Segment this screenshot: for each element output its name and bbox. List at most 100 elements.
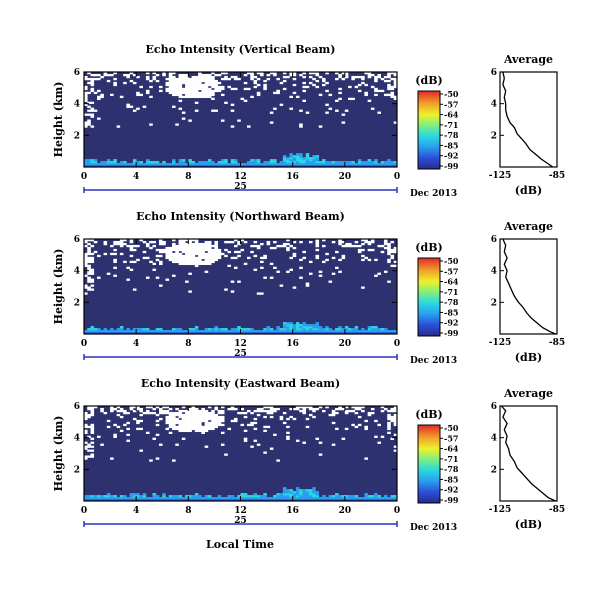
missing-cell bbox=[374, 419, 378, 423]
missing-cell bbox=[292, 407, 297, 411]
missing-cell bbox=[217, 89, 222, 93]
missing-cell bbox=[84, 125, 88, 128]
missing-cell bbox=[172, 89, 176, 93]
echo-cell bbox=[207, 328, 212, 331]
missing-cell bbox=[370, 407, 375, 411]
missing-cell bbox=[84, 239, 88, 242]
missing-cell bbox=[377, 441, 381, 444]
missing-cell bbox=[201, 248, 205, 252]
missing-cell bbox=[162, 242, 166, 246]
missing-cell bbox=[344, 406, 349, 409]
missing-cell bbox=[87, 443, 91, 446]
missing-cell bbox=[276, 244, 280, 248]
missing-cell bbox=[201, 260, 205, 264]
echo-cell bbox=[247, 165, 251, 168]
x-tick-label: 12 bbox=[234, 506, 247, 516]
echo-cell bbox=[331, 165, 336, 168]
missing-cell bbox=[132, 417, 137, 421]
missing-cell bbox=[263, 451, 267, 454]
missing-cell bbox=[302, 256, 307, 260]
echo-cell bbox=[263, 493, 267, 496]
echo-cell bbox=[191, 161, 196, 164]
missing-cell bbox=[175, 83, 179, 87]
echo-cell bbox=[328, 165, 333, 168]
missing-cell bbox=[168, 425, 173, 429]
echo-cell bbox=[338, 165, 342, 168]
echo-cell bbox=[243, 332, 248, 335]
missing-cell bbox=[312, 407, 316, 411]
missing-cell bbox=[175, 427, 179, 431]
missing-cell bbox=[113, 252, 117, 256]
missing-cell bbox=[390, 407, 395, 411]
missing-cell bbox=[116, 242, 121, 246]
echo-cell bbox=[230, 332, 235, 335]
echo-cell bbox=[302, 330, 307, 333]
echo-cell bbox=[198, 330, 202, 333]
echo-cell bbox=[387, 499, 391, 502]
echo-cell bbox=[145, 159, 150, 162]
missing-cell bbox=[211, 72, 215, 75]
missing-cell bbox=[100, 407, 104, 411]
echo-cell bbox=[250, 328, 254, 331]
echo-cell bbox=[119, 165, 124, 168]
missing-cell bbox=[188, 425, 192, 429]
missing-cell bbox=[364, 83, 368, 87]
missing-cell bbox=[393, 415, 398, 419]
missing-cell bbox=[113, 423, 117, 427]
echo-cell bbox=[93, 495, 98, 498]
missing-cell bbox=[116, 425, 121, 429]
missing-cell bbox=[269, 121, 274, 124]
missing-cell bbox=[256, 72, 261, 75]
missing-cell bbox=[211, 83, 215, 87]
missing-cell bbox=[269, 262, 274, 266]
missing-cell bbox=[390, 256, 395, 260]
missing-cell bbox=[185, 419, 189, 423]
missing-cell bbox=[194, 423, 199, 427]
echo-cell bbox=[331, 499, 336, 502]
missing-cell bbox=[198, 250, 202, 254]
colorbar-tick-label: -71 bbox=[444, 454, 458, 464]
missing-cell bbox=[90, 284, 95, 287]
y-axis: 642 bbox=[74, 235, 397, 308]
echo-cell bbox=[387, 165, 391, 168]
missing-cell bbox=[175, 443, 179, 446]
echo-cell bbox=[129, 499, 134, 502]
missing-cell bbox=[357, 89, 362, 93]
missing-cell bbox=[198, 73, 202, 77]
missing-cell bbox=[178, 95, 183, 99]
missing-cell bbox=[233, 244, 238, 248]
echo-cell bbox=[198, 497, 202, 500]
missing-cell bbox=[357, 250, 362, 254]
missing-cell bbox=[103, 73, 108, 77]
missing-cell bbox=[113, 407, 117, 411]
missing-cell bbox=[220, 443, 225, 446]
echo-cell bbox=[305, 495, 310, 498]
echo-cell bbox=[286, 491, 290, 494]
echo-cell bbox=[211, 161, 215, 164]
missing-cell bbox=[116, 409, 121, 413]
echo-cell bbox=[224, 328, 228, 331]
missing-cell bbox=[224, 288, 228, 291]
echo-cell bbox=[207, 161, 212, 164]
echo-cell bbox=[322, 332, 326, 335]
missing-cell bbox=[318, 93, 323, 97]
echo-cell bbox=[377, 163, 381, 166]
missing-cell bbox=[126, 433, 130, 436]
missing-cell bbox=[123, 242, 127, 246]
missing-cell bbox=[214, 73, 218, 77]
missing-cell bbox=[191, 91, 196, 95]
echo-cell bbox=[377, 330, 381, 333]
echo-cell bbox=[162, 497, 166, 500]
missing-cell bbox=[393, 413, 398, 417]
echo-cell bbox=[204, 328, 209, 331]
missing-cell bbox=[87, 252, 91, 256]
echo-cell bbox=[380, 161, 385, 164]
missing-cell bbox=[136, 91, 140, 95]
echo-cell bbox=[351, 497, 355, 500]
missing-cell bbox=[175, 89, 179, 93]
average-title: Average bbox=[503, 53, 553, 66]
echo-cell bbox=[139, 163, 143, 166]
echo-cell bbox=[90, 332, 95, 335]
echo-cell bbox=[260, 495, 264, 498]
missing-cell bbox=[204, 87, 209, 91]
